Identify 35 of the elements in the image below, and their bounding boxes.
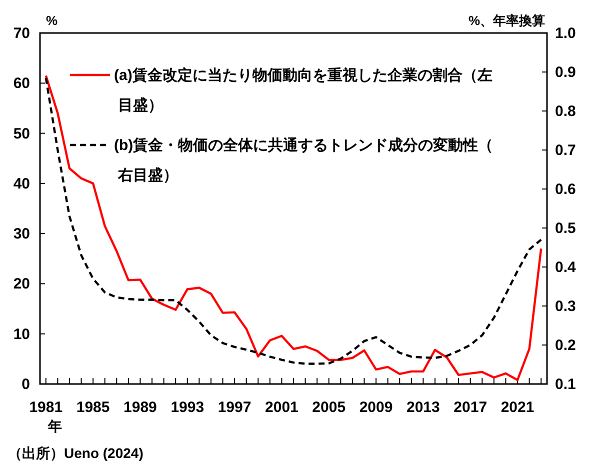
x-tick-label: 1981 <box>29 399 63 416</box>
y2-tick-label: 0.7 <box>555 142 576 159</box>
y-tick-label: 20 <box>13 276 30 293</box>
y-tick-label: 30 <box>13 226 30 243</box>
y2-axis-title: %、年率換算 <box>468 13 545 28</box>
x-axis-title: 年 <box>46 418 62 434</box>
y2-tick-label: 0.1 <box>555 376 576 393</box>
y-tick-label: 0 <box>22 376 30 393</box>
x-tick-label: 2017 <box>454 399 488 416</box>
y2-tick-label: 0.2 <box>555 337 576 354</box>
x-tick-label: 1993 <box>170 399 204 416</box>
x-tick-label: 1985 <box>76 399 110 416</box>
y-tick-label: 60 <box>13 75 30 92</box>
y-tick-label: 40 <box>13 175 30 192</box>
y2-tick-label: 0.4 <box>555 259 577 276</box>
y-axis-title: % <box>46 13 58 28</box>
x-tick-label: 1997 <box>218 399 252 416</box>
y-tick-label: 10 <box>13 326 30 343</box>
y-tick-label: 50 <box>13 125 30 142</box>
x-tick-label: 2001 <box>265 399 298 416</box>
y2-tick-label: 1.0 <box>555 25 576 42</box>
y-tick-label: 70 <box>13 25 30 42</box>
y2-tick-label: 0.6 <box>555 181 576 198</box>
x-tick-label: 1989 <box>124 399 157 416</box>
x-tick-label: 2013 <box>406 399 440 416</box>
x-tick-label: 2021 <box>500 399 534 416</box>
y2-tick-label: 0.8 <box>555 103 576 120</box>
legend-label: (a)賃金改定に当たり物価動向を重視した企業の割合（左目盛） <box>114 66 492 114</box>
y2-tick-label: 0.9 <box>555 64 576 81</box>
text: （出所）Ueno (2024) <box>8 445 144 461</box>
legend-label: (b)賃金・物価の全体に共通するトレンド成分の変動性（右目盛） <box>114 136 494 184</box>
x-tick-label: 2005 <box>312 399 346 416</box>
x-tick-label: 2009 <box>359 399 393 416</box>
y2-tick-label: 0.3 <box>555 298 576 315</box>
y2-tick-label: 0.5 <box>555 220 576 237</box>
